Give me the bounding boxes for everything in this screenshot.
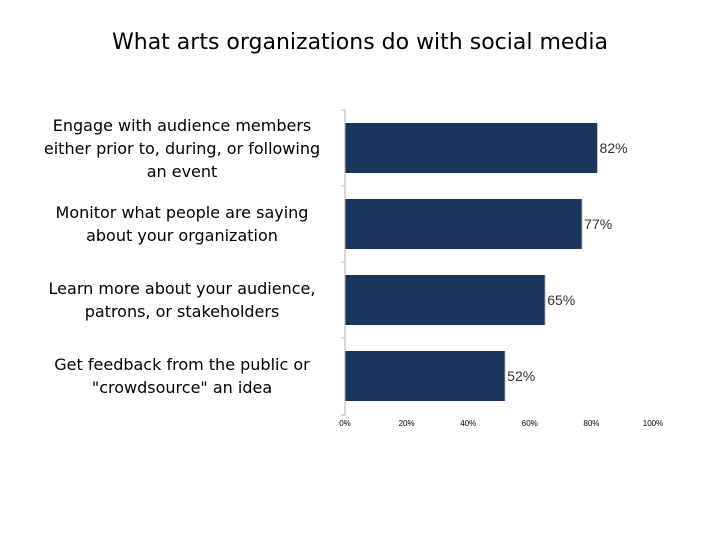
- data-label: 52%: [507, 368, 535, 384]
- chart-title: What arts organizations do with social m…: [112, 30, 608, 55]
- x-tick-label: 60%: [522, 419, 538, 428]
- bar: [345, 275, 546, 325]
- x-tick-label: 40%: [460, 419, 476, 428]
- x-tick-label: 0%: [339, 419, 351, 428]
- category-label: Get feedback from the public or "crowdso…: [54, 355, 310, 397]
- category-label: Engage with audience members either prio…: [43, 115, 321, 181]
- category-label: Learn more about your audience, patrons,…: [48, 279, 316, 321]
- x-tick-label: 80%: [583, 419, 599, 428]
- data-label: 82%: [600, 140, 628, 156]
- bar: [345, 123, 598, 173]
- x-tick-label: 20%: [399, 419, 415, 428]
- category-label: Monitor what people are saying about you…: [55, 203, 309, 245]
- bar: [345, 351, 506, 401]
- data-label: 65%: [547, 292, 575, 308]
- bar: [345, 199, 583, 249]
- data-label: 77%: [584, 216, 612, 232]
- x-tick-label: 100%: [643, 419, 663, 428]
